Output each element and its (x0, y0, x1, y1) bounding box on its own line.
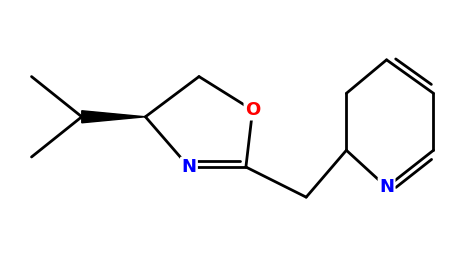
Text: N: N (379, 178, 394, 196)
Polygon shape (82, 111, 146, 123)
Text: N: N (181, 158, 196, 176)
Text: O: O (245, 101, 260, 119)
